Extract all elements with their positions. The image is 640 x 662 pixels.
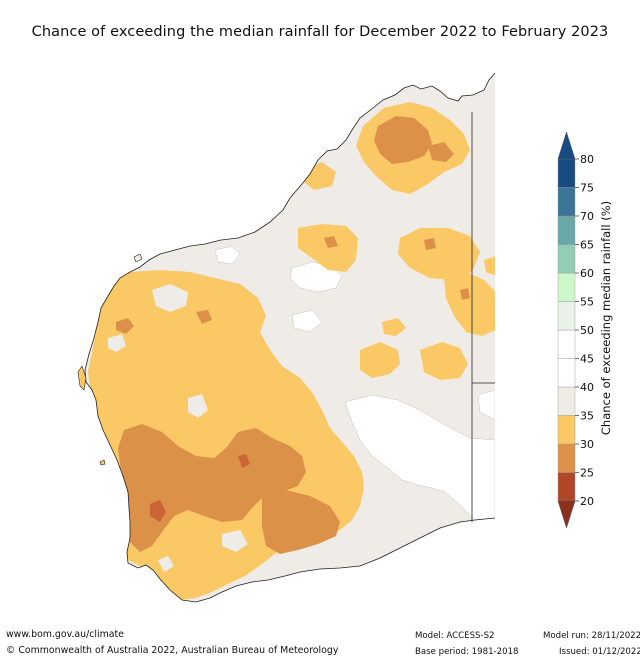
legend-band-70-75 [557, 187, 576, 217]
region-45-55-southeast [344, 394, 495, 521]
region-30-35-kimberley [374, 116, 432, 164]
region-25-30-spot-b [238, 454, 250, 468]
region-30-35-east-spot2 [460, 288, 470, 300]
region-40-45-west-hole [108, 334, 126, 352]
region-30-35-north-spot [196, 310, 212, 324]
region-30-35-west-spot [116, 318, 134, 334]
footer-copyright: © Commonwealth of Australia 2022, Austra… [6, 645, 339, 656]
region-30-35-southern-band [262, 490, 340, 554]
legend-tick-label: 65 [580, 239, 594, 252]
legend-band-75-80 [557, 158, 576, 188]
region-45-55-east [477, 389, 495, 421]
region-35-40-east-low [360, 342, 400, 378]
coastline [84, 72, 496, 603]
legend-tick-label: 35 [580, 410, 594, 423]
footer-model-run: Model run: 28/11/2022 [543, 631, 640, 641]
region-40-45-southeast-hole [158, 556, 174, 572]
island-barrow [133, 253, 143, 263]
region-35-40-east-central [398, 228, 480, 280]
region-35-40-inner [382, 318, 406, 336]
footer-base-period: Base period: 1981-2018 [415, 647, 519, 657]
region-30-35-central-spot [324, 236, 338, 248]
legend-tick-label: 55 [580, 296, 594, 309]
legend-extend-low [557, 500, 576, 529]
island-dirk-hartog [77, 365, 87, 391]
legend-band-35-40 [557, 386, 576, 416]
rainfall-outlook-map [77, 72, 496, 603]
region-30-35-kimberley-east [428, 142, 454, 162]
region-45-55-north [214, 245, 241, 265]
legend-tick-label: 50 [580, 324, 594, 337]
region-35-40-far-east [484, 256, 495, 276]
legend-tick-label: 70 [580, 210, 594, 223]
legend-extend-high [557, 131, 576, 160]
footer-issued: Issued: 01/12/2022 [559, 647, 640, 657]
legend-tick-label: 20 [580, 495, 594, 508]
region-40-45-mid-hole [188, 394, 208, 418]
legend-tick-label: 75 [580, 182, 594, 195]
legend-tick-label: 25 [580, 467, 594, 480]
legend-band-65-70 [557, 215, 576, 245]
island-rottnest [99, 459, 106, 466]
legend-tick-label: 60 [580, 267, 594, 280]
legend-band-55-60 [557, 272, 576, 302]
legend-tick-label: 45 [580, 353, 594, 366]
map-title: Chance of exceeding the median rainfall … [31, 24, 609, 40]
region-35-40-east-south [420, 342, 468, 380]
legend-tick-label: 40 [580, 381, 594, 394]
legend-band-25-30 [557, 443, 576, 473]
footer-website[interactable]: www.bom.gov.au/climate [6, 629, 124, 640]
footer-model: Model: ACCESS-S2 [415, 631, 495, 641]
legend-band-60-65 [557, 244, 576, 274]
legend-band-45-50 [557, 329, 576, 359]
legend-label: Chance of exceeding median rainfall (%) [599, 201, 613, 435]
region-30-35-southwest [118, 424, 306, 552]
region-35-40-east-band [444, 272, 495, 336]
region-45-55-mid [291, 309, 323, 333]
region-25-30-spot-a [150, 500, 166, 522]
legend-tick-label: 30 [580, 438, 594, 451]
legend-band-40-45 [557, 358, 576, 388]
region-40-45-inland-hole [152, 284, 188, 312]
legend-colorbar: 20 25 30 35 40 45 50 55 60 65 70 75 80 Chance of exc… [557, 131, 613, 529]
region-30-35-east-spot [424, 238, 436, 250]
legend-tick-label: 80 [580, 153, 594, 166]
legend-band-30-35 [557, 415, 576, 445]
region-40-45-south-hole [222, 530, 248, 552]
legend-band-20-25 [557, 472, 576, 502]
legend-band-50-55 [557, 301, 576, 331]
